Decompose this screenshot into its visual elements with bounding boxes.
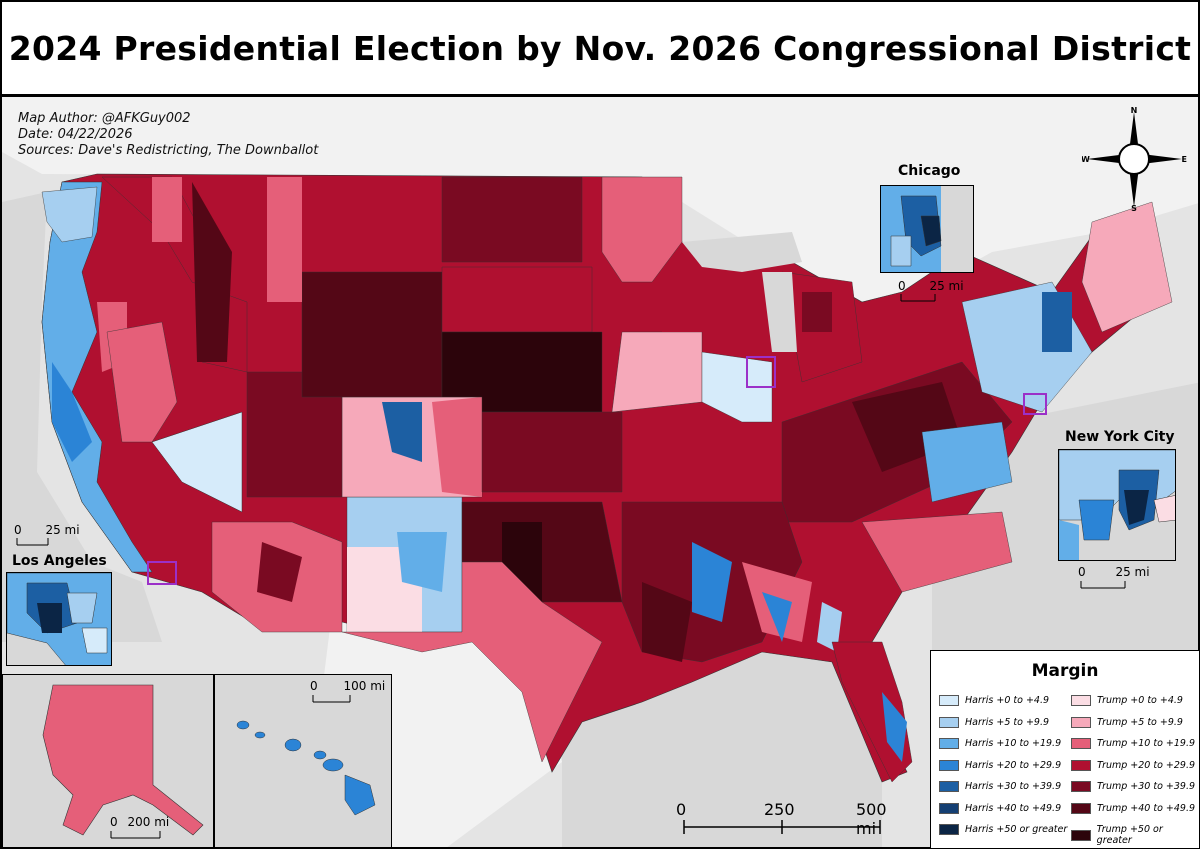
- nyc-scale-bar: [1080, 581, 1126, 589]
- chicago-label: Chicago: [898, 163, 961, 179]
- trump-legend-label: Trump +40 to +49.9: [1097, 802, 1196, 814]
- la-label: Los Angeles: [12, 553, 107, 569]
- harris-legend-swatch: [939, 695, 959, 706]
- la-scale-bar: [16, 538, 49, 546]
- hawaii-inset: [214, 674, 392, 847]
- trump-legend-swatch: [1071, 829, 1091, 841]
- trump-legend-swatch: [1071, 759, 1091, 771]
- compass-icon: N S W E: [1082, 107, 1187, 212]
- harris-legend-swatch: [939, 802, 959, 814]
- trump-legend-swatch: [1071, 695, 1091, 706]
- hawaii-scale-value: 100 mi: [343, 679, 386, 693]
- la-inset: [6, 572, 112, 666]
- trump-legend-label: Trump +10 to +19.9: [1097, 738, 1196, 749]
- harris-legend-item: Harris +20 to +29.9: [939, 759, 1062, 771]
- harris-legend-label: Harris +10 to +19.9: [965, 738, 1062, 749]
- map-meta: Map Author: @AFKGuy002 Date: 04/22/2026 …: [18, 111, 318, 159]
- hawaii-scale: 0 100 mi: [310, 679, 385, 693]
- trump-legend-item: Trump +50 or greater: [1071, 824, 1199, 846]
- chicago-scale-zero: 0: [898, 279, 906, 293]
- trump-legend-label: Trump +50 or greater: [1096, 824, 1163, 846]
- harris-legend-item: Harris +30 to +39.9: [939, 781, 1061, 792]
- harris-legend-item: Harris +40 to +49.9: [939, 802, 1062, 814]
- trump-legend-swatch: [1071, 738, 1091, 749]
- map-date: Date: 04/22/2026: [18, 127, 133, 142]
- la-scale-zero: 0: [14, 523, 22, 537]
- trump-legend-swatch: [1071, 802, 1091, 814]
- map-frame: Map Author: @AFKGuy002 Date: 04/22/2026 …: [0, 95, 1200, 849]
- main-scale: 0 250 500 mi: [676, 800, 906, 838]
- harris-legend-swatch: [939, 716, 959, 728]
- trump-legend-label: Trump +30 to +39.9: [1097, 781, 1196, 792]
- trump-legend-label: Trump +0 to +4.9: [1097, 695, 1183, 706]
- harris-legend-label: Harris +30 to +39.9: [965, 781, 1062, 792]
- nyc-scale-value: 25 mi: [1115, 565, 1150, 579]
- nyc-label: New York City: [1065, 429, 1175, 445]
- nyc-inset: [1058, 449, 1176, 561]
- trump-legend-item: Trump +20 to +29.9: [1071, 759, 1196, 771]
- harris-legend-label: Harris +20 to +29.9: [965, 759, 1062, 771]
- harris-legend-item: Harris +5 to +9.9: [939, 716, 1050, 728]
- alaska-scale-bar: [110, 831, 161, 839]
- trump-legend-item: Trump +10 to +19.9: [1071, 738, 1195, 749]
- chicago-highlight: [746, 356, 776, 388]
- chicago-scale-value: 25 mi: [929, 279, 964, 293]
- nyc-highlight: [1023, 393, 1047, 415]
- harris-legend-swatch: [939, 738, 959, 749]
- trump-legend-label: Trump +20 to +29.9: [1097, 759, 1196, 771]
- compass-w: W: [1082, 155, 1090, 164]
- map-sources: Sources: Dave's Redistricting, The Downb…: [18, 143, 319, 158]
- main-scale-500: 500 mi: [856, 800, 887, 838]
- harris-legend-swatch: [939, 781, 959, 792]
- hawaii-scale-bar: [312, 695, 351, 703]
- compass-e: E: [1182, 155, 1187, 164]
- map-title: 2024 Presidential Election by Nov. 2026 …: [8, 28, 1192, 68]
- compass-n: N: [1131, 107, 1138, 115]
- alaska-inset: [2, 674, 214, 847]
- compass-s: S: [1131, 204, 1137, 212]
- chicago-scale: 0 25 mi: [898, 279, 964, 293]
- legend-title: Margin: [1031, 661, 1099, 681]
- alaska-scale-zero: 0: [110, 815, 118, 829]
- harris-legend-item: Harris +0 to +4.9: [939, 695, 1049, 706]
- harris-legend-item: Harris +50 or greater: [939, 824, 1067, 835]
- trump-legend-item: Trump +30 to +39.9: [1071, 781, 1195, 792]
- hawaii-scale-zero: 0: [310, 679, 318, 693]
- harris-legend-label: Harris +0 to +4.9: [965, 695, 1050, 706]
- main-scale-0: 0: [676, 800, 687, 819]
- nyc-scale: 0 25 mi: [1078, 565, 1150, 579]
- trump-legend-label: Trump +5 to +9.9: [1097, 716, 1183, 728]
- la-scale-value: 25 mi: [45, 523, 80, 537]
- la-scale: 0 25 mi: [14, 523, 80, 537]
- alaska-scale: 0 200 mi: [110, 815, 169, 829]
- harris-legend-label: Harris +40 to +49.9: [965, 802, 1062, 814]
- trump-legend-item: Trump +5 to +9.9: [1071, 716, 1183, 728]
- main-scale-250: 250: [764, 800, 795, 819]
- nyc-scale-zero: 0: [1078, 565, 1086, 579]
- harris-legend-label: Harris +50 or greater: [965, 824, 1068, 835]
- trump-legend-item: Trump +40 to +49.9: [1071, 802, 1196, 814]
- map-author: Map Author: @AFKGuy002: [18, 111, 191, 126]
- alaska-scale-value: 200 mi: [127, 815, 170, 829]
- trump-legend-swatch: [1071, 781, 1091, 792]
- chicago-scale-bar: [900, 294, 936, 302]
- west-coast-districts: [41, 181, 153, 573]
- harris-legend-item: Harris +10 to +19.9: [939, 738, 1061, 749]
- trump-legend-swatch: [1071, 716, 1091, 728]
- trump-legend-item: Trump +0 to +4.9: [1071, 695, 1183, 706]
- harris-legend-label: Harris +5 to +9.9: [965, 716, 1050, 728]
- title-bar: 2024 Presidential Election by Nov. 2026 …: [0, 0, 1200, 96]
- chicago-inset: [880, 185, 974, 273]
- harris-legend-swatch: [939, 824, 959, 835]
- legend: Margin Harris +0 to +4.9 Harris +5 to +9.…: [930, 650, 1200, 849]
- main-scale-bar: [683, 820, 881, 834]
- harris-legend-swatch: [939, 759, 959, 771]
- la-highlight: [147, 561, 177, 585]
